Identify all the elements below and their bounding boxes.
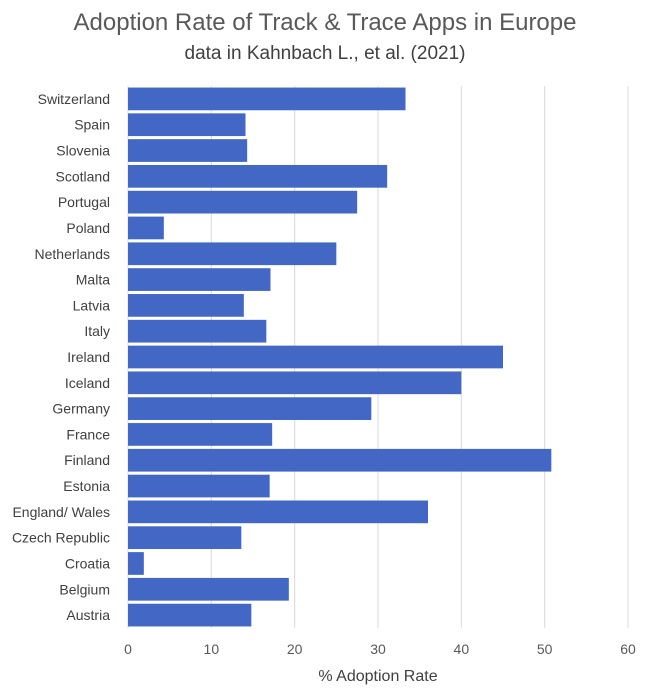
category-label: Scotland <box>56 168 110 184</box>
chart-subtitle: data in Kahnbach L., et al. (2021) <box>185 43 466 64</box>
x-tick-label: 60 <box>620 641 636 657</box>
bar-finland <box>128 448 552 472</box>
category-label: Iceland <box>65 375 110 391</box>
bar-spain <box>128 113 246 137</box>
category-label: England/ Wales <box>12 504 110 520</box>
category-label: Latvia <box>73 297 111 313</box>
x-tick-label: 30 <box>370 641 386 657</box>
bar-italy <box>128 319 267 343</box>
category-label: Estonia <box>63 478 110 494</box>
category-labels: Switzerland Spain Slovenia Scotland Portugal… <box>12 91 110 623</box>
bar-netherlands <box>128 242 337 266</box>
x-tick-label: 40 <box>454 641 470 657</box>
x-tick-label: 50 <box>537 641 553 657</box>
bar-england-wales <box>128 500 428 524</box>
bar-croatia <box>128 552 144 575</box>
bar-iceland <box>128 371 462 395</box>
bar-scotland <box>128 164 388 188</box>
x-tick-label: 0 <box>124 641 132 657</box>
x-tick-labels: 0 10 20 30 40 50 60 <box>124 641 636 657</box>
category-label: Belgium <box>59 581 110 597</box>
x-tick-label: 10 <box>204 641 220 657</box>
x-tick-label: 20 <box>287 641 303 657</box>
bar-czech-republic <box>128 526 242 550</box>
category-label: Finland <box>64 452 110 468</box>
bar-switzerland <box>128 87 406 111</box>
category-label: France <box>66 426 110 442</box>
category-label: Germany <box>52 401 110 417</box>
category-label: Italy <box>84 323 110 339</box>
bar-poland <box>128 216 164 240</box>
x-axis-label: % Adoption Rate <box>318 668 437 685</box>
category-label: Austria <box>66 607 110 623</box>
category-label: Croatia <box>65 555 110 571</box>
chart-title: Adoption Rate of Track & Trace Apps in E… <box>74 9 577 36</box>
category-label: Spain <box>74 117 110 133</box>
category-label: Poland <box>66 220 110 236</box>
category-label: Switzerland <box>38 91 110 107</box>
bar-france <box>128 423 273 446</box>
category-label: Portugal <box>58 194 110 210</box>
category-label: Slovenia <box>56 143 110 159</box>
bars <box>128 87 552 627</box>
bar-germany <box>128 397 372 420</box>
bar-ireland <box>128 345 503 369</box>
category-label: Netherlands <box>35 246 111 262</box>
category-label: Czech Republic <box>12 530 110 546</box>
bar-belgium <box>128 577 289 601</box>
bar-malta <box>128 268 271 291</box>
category-label: Ireland <box>67 349 110 365</box>
bar-estonia <box>128 474 270 498</box>
bar-slovenia <box>128 139 248 162</box>
bar-latvia <box>128 294 244 317</box>
category-label: Malta <box>76 272 110 288</box>
bar-austria <box>128 603 252 627</box>
bar-portugal <box>128 190 358 214</box>
